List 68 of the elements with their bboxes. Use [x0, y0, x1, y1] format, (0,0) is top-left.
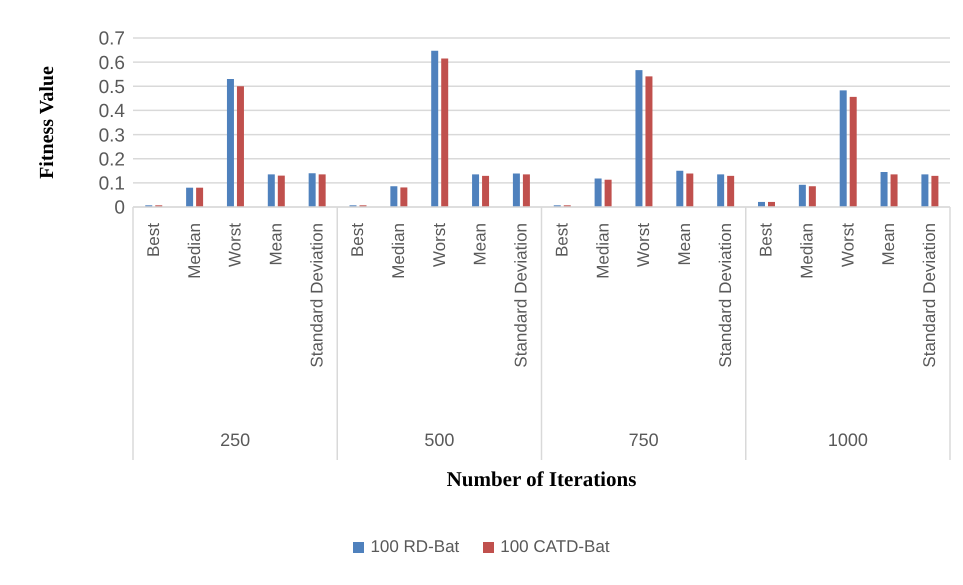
text: 750 [628, 430, 659, 450]
x-tick-label: Mean [470, 223, 490, 266]
bar [472, 174, 480, 207]
x-tick-label: Standard Deviation [512, 223, 531, 368]
bar [880, 172, 888, 207]
text: 1000 [828, 430, 868, 450]
bar [441, 58, 448, 207]
x-tick-label: Median [593, 223, 612, 279]
bar [645, 76, 652, 207]
x-tick-label: Mean [879, 223, 898, 266]
y-tick-label: 0.5 [98, 77, 125, 98]
bar [717, 174, 724, 207]
bar [686, 173, 694, 207]
legend-label: 100 RD-Bat [369, 537, 460, 557]
bar [798, 184, 806, 207]
bar [676, 170, 684, 207]
x-tick-label: Best [348, 222, 368, 258]
x-tick-label: Best [756, 222, 776, 258]
x-tick-label: Best [144, 222, 163, 258]
bar [890, 174, 898, 207]
x-tick-label: Median [184, 223, 204, 279]
y-tick-label: 0.6 [98, 52, 125, 74]
bar [840, 90, 847, 207]
bar [431, 50, 438, 207]
bar [236, 86, 244, 207]
y-tick-label: 0.3 [98, 125, 125, 146]
bar [400, 187, 408, 207]
y-tick-label: 0.4 [98, 101, 126, 122]
x-tick-label: Mean [266, 223, 286, 266]
bar [522, 174, 530, 207]
x-tick-label: Median [389, 223, 408, 279]
bar [594, 178, 602, 207]
x-tick-label: Standard Deviation [307, 223, 326, 368]
x-tick-label: Best [552, 222, 572, 258]
text: 500 [424, 430, 454, 450]
x-axis-title: Number of Iterations [446, 467, 636, 491]
y-tick-label: 0.2 [98, 149, 125, 170]
x-tick-label: Standard Deviation [716, 223, 735, 368]
legend-label: 100 CATD-Bat [499, 537, 610, 557]
x-tick-label: Worst [226, 222, 245, 268]
bar [196, 188, 204, 207]
x-tick-label: Standard Deviation [920, 223, 940, 368]
bar [226, 79, 234, 207]
bar [318, 174, 326, 207]
bar [921, 174, 928, 207]
bar [482, 176, 490, 207]
y-tick-label: 0.7 [98, 28, 125, 50]
bar [390, 186, 398, 207]
bar [808, 186, 816, 207]
x-tick-label: Median [798, 223, 817, 279]
bar [931, 176, 938, 207]
x-tick-label: Worst [634, 222, 654, 268]
bar [278, 176, 285, 207]
bar [850, 96, 857, 207]
x-tick-label: Mean [674, 223, 694, 266]
bar [635, 70, 642, 207]
bar [308, 173, 316, 207]
x-tick-label: Worst [838, 222, 858, 268]
bar [604, 180, 612, 207]
bar [512, 173, 520, 207]
text: 250 [220, 430, 250, 450]
x-tick-label: Worst [430, 222, 449, 268]
bar [186, 188, 194, 207]
y-tick-label: 0 [114, 198, 125, 219]
y-axis-title: Fitness Value [36, 66, 58, 179]
y-tick-label: 0.1 [98, 174, 125, 195]
bar [727, 176, 734, 207]
bar [268, 174, 275, 207]
